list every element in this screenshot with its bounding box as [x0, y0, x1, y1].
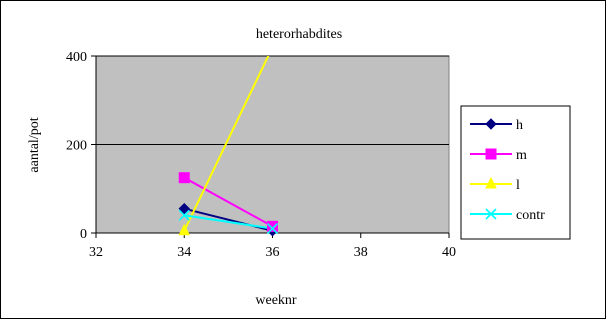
- legend-l-marker: [485, 176, 497, 189]
- x-tick-label: 40: [442, 245, 456, 260]
- y-tick-label: 400: [66, 50, 87, 65]
- y-tick-label: 200: [66, 139, 87, 154]
- y-tick-label: 0: [80, 227, 87, 242]
- series-m-line: [183, 176, 273, 228]
- y-axis-title: aantal/pot: [27, 117, 42, 172]
- x-tick-label: 38: [354, 245, 368, 260]
- series-contr-point: [266, 223, 279, 235]
- x-tick-label: 36: [266, 245, 280, 260]
- series-layer: [178, 56, 279, 237]
- chart-title: heterorhabdites: [256, 27, 342, 42]
- legend-h-label: h: [516, 118, 523, 133]
- gridlines: [96, 55, 449, 145]
- legend-h-marker: [485, 118, 497, 130]
- series-l-line: [183, 56, 270, 232]
- series-h-point: [178, 202, 190, 215]
- axes: 0 200 400 32 34 36 38 40: [66, 50, 456, 260]
- x-tick-label: 32: [89, 245, 103, 260]
- series-contr-line: [184, 214, 273, 230]
- legend-contr-marker: [485, 208, 497, 220]
- legend: hml contr: [470, 118, 545, 223]
- series-m-point: [267, 220, 278, 232]
- legend-m-marker: [485, 148, 497, 160]
- x-tick-label: 34: [177, 245, 191, 260]
- series-m-point: [178, 172, 190, 184]
- legend-box: [460, 105, 571, 240]
- series-contr-point: [178, 209, 190, 221]
- legend-m-label: m: [516, 148, 527, 163]
- legend-l-label: l: [516, 178, 520, 193]
- legend-contr-label: contr: [516, 208, 545, 223]
- x-axis-title: weeknr: [255, 293, 297, 308]
- series-l-point: [178, 223, 191, 236]
